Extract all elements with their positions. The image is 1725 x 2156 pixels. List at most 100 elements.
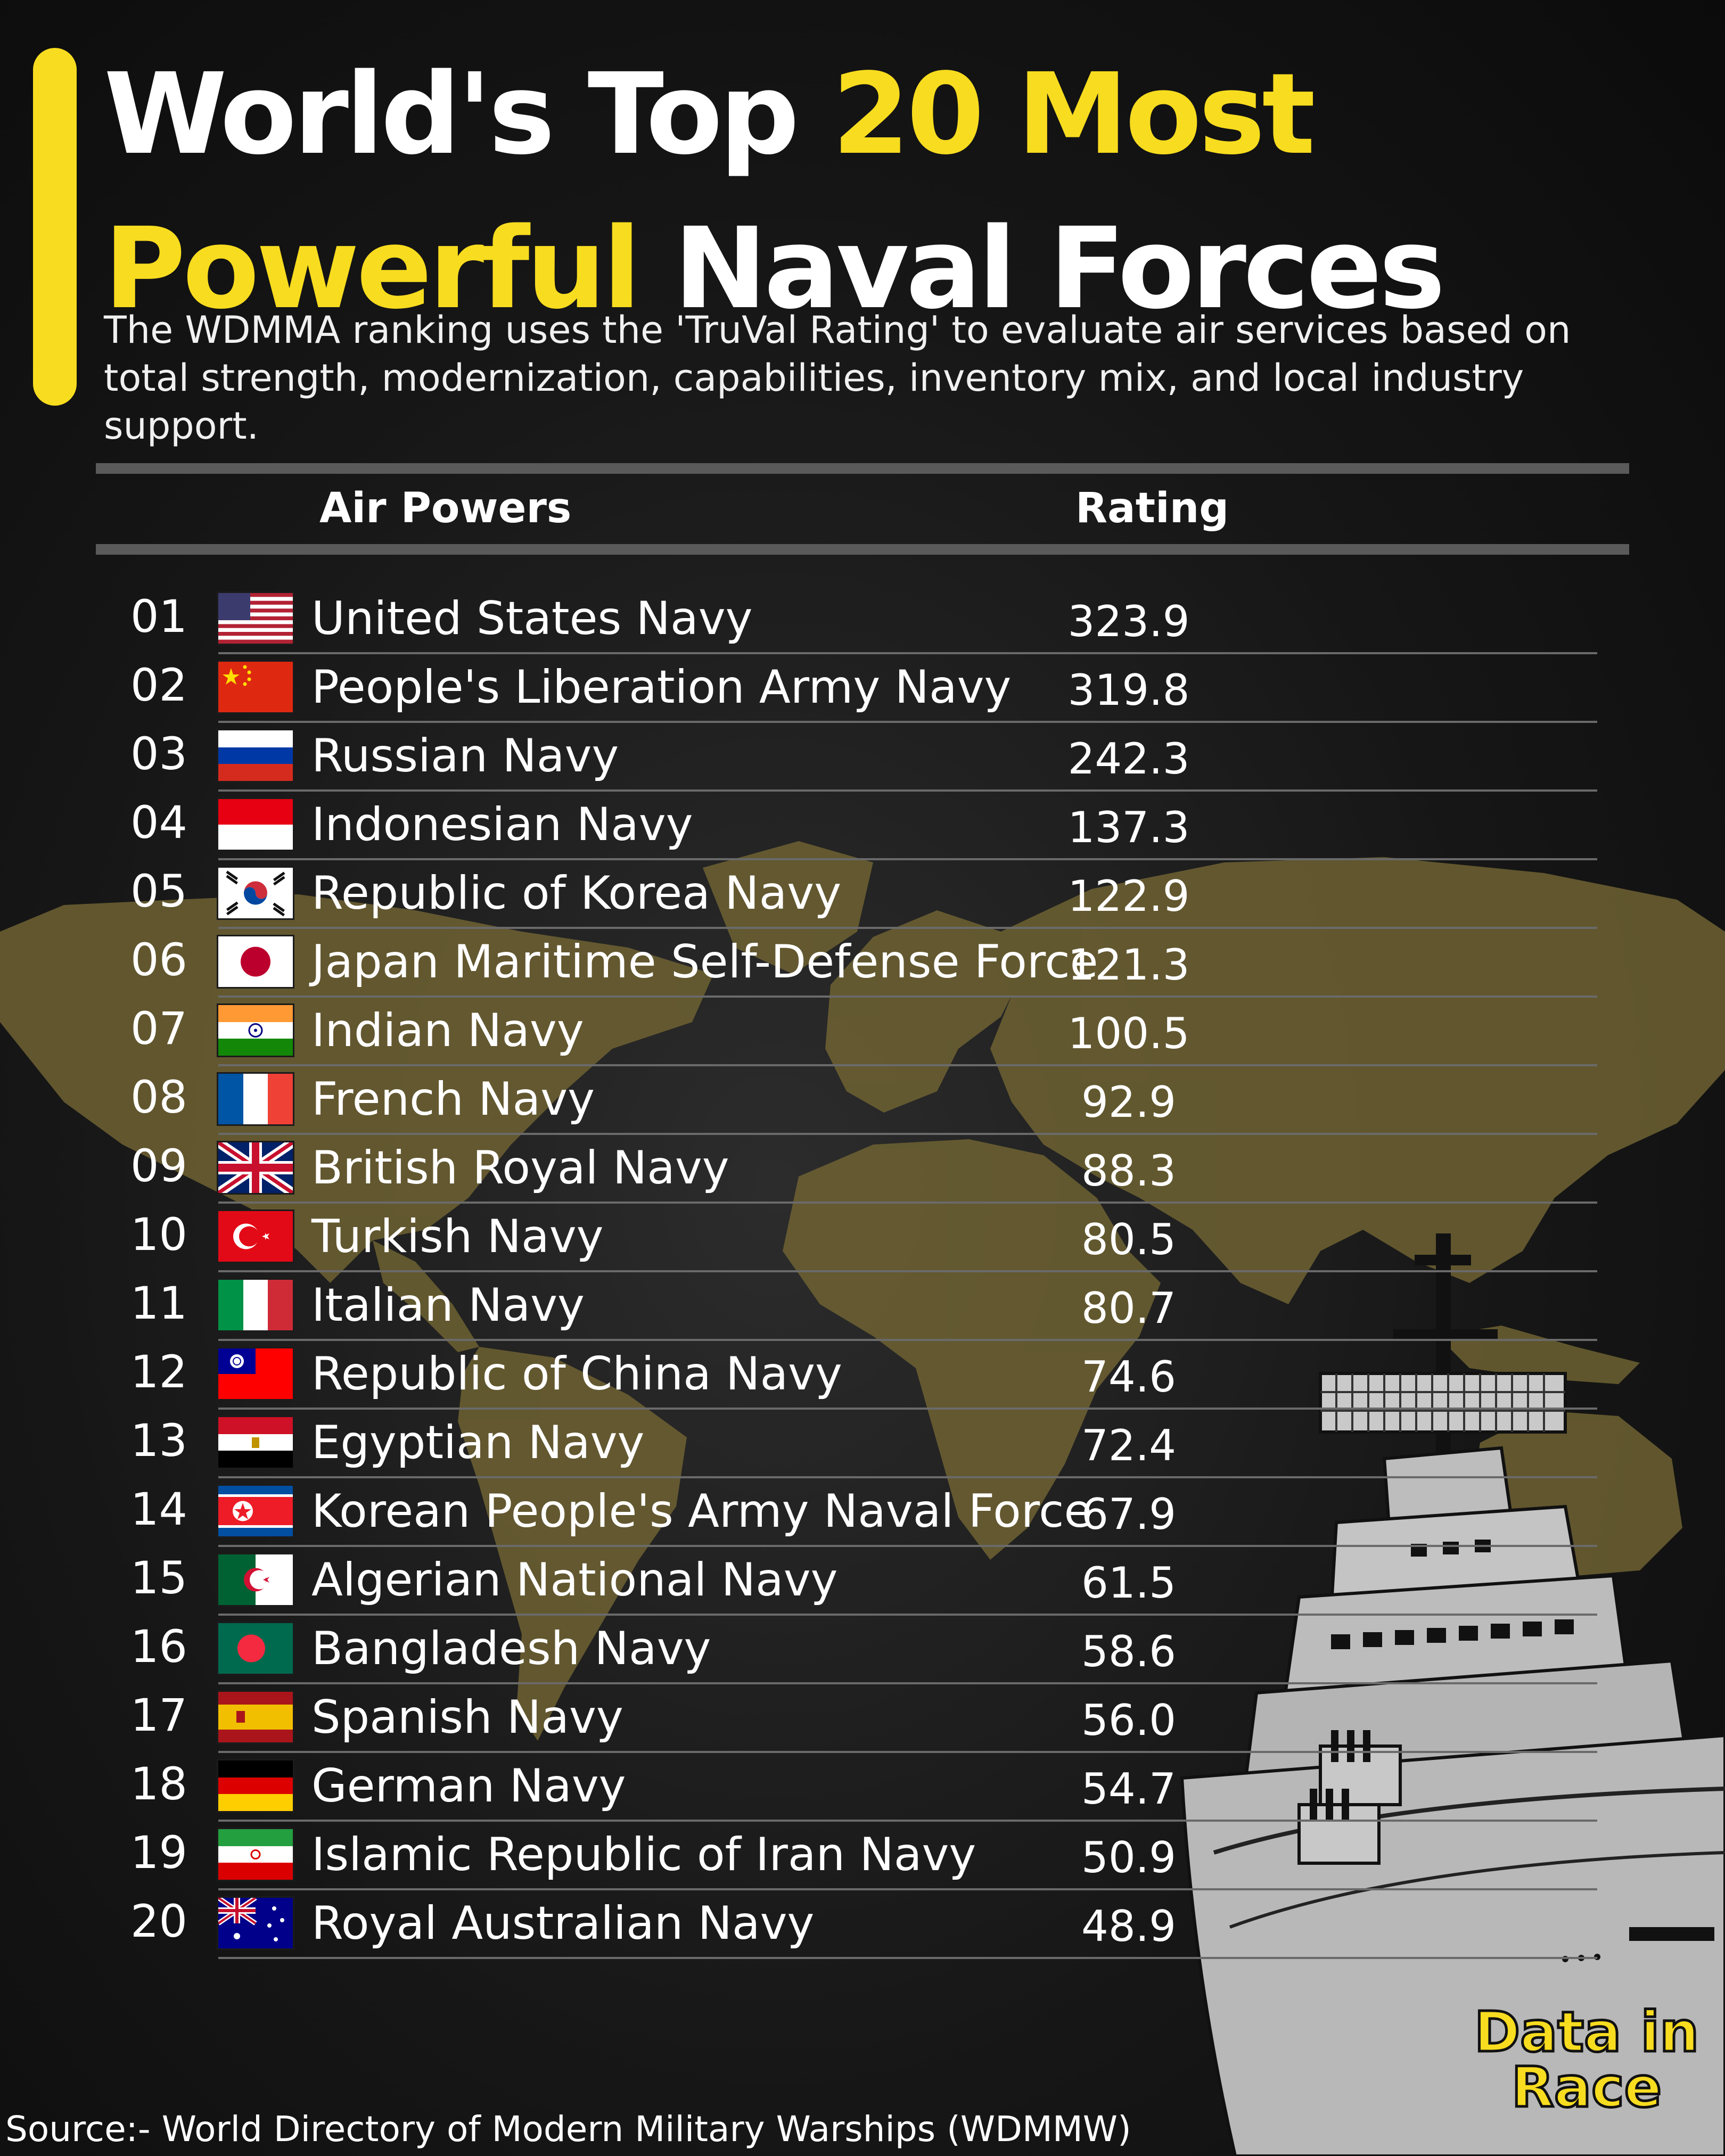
row-divider — [218, 1133, 1597, 1135]
navy-name: United States Navy — [311, 592, 753, 645]
table-row: 17 Spanish Navy 56.0 — [0, 1684, 1725, 1753]
navy-name: German Navy — [311, 1759, 626, 1813]
rating-value: 74.6 — [1081, 1352, 1177, 1402]
rating-value: 137.3 — [1067, 803, 1190, 852]
navy-name: British Royal Navy — [311, 1141, 729, 1195]
table-row: 02 People's Liberation Army Navy 319.8 — [0, 654, 1725, 723]
row-divider — [218, 1270, 1597, 1272]
rating-value: 80.7 — [1081, 1283, 1177, 1333]
navy-name: Russian Navy — [311, 729, 619, 783]
table-row: 10 Turkish Navy 80.5 — [0, 1204, 1725, 1272]
table-row: 08 French Navy 92.9 — [0, 1066, 1725, 1135]
navy-name: Islamic Republic of Iran Navy — [311, 1828, 976, 1881]
rating-value: 92.9 — [1081, 1077, 1177, 1127]
table-row: 13 Egyptian Navy 72.4 — [0, 1410, 1725, 1478]
table-row: 11 Italian Navy 80.7 — [0, 1272, 1725, 1341]
subtitle: The WDMMA ranking uses the 'TruVal Ratin… — [104, 308, 1571, 448]
table-row: 01 United States Navy 323.9 — [0, 586, 1725, 654]
column-header-name: Air Powers — [319, 484, 572, 532]
russia-flag-icon — [218, 730, 293, 781]
navy-name: Indonesian Navy — [311, 798, 693, 851]
rating-value: 80.5 — [1081, 1215, 1177, 1264]
us-flag-icon — [218, 593, 293, 644]
south-korea-flag-icon — [218, 868, 293, 918]
rating-value: 61.5 — [1081, 1558, 1177, 1608]
navy-name: Egyptian Navy — [311, 1416, 645, 1469]
table-row: 12 Republic of China Navy 74.6 — [0, 1341, 1725, 1410]
navy-name: Turkish Navy — [311, 1210, 604, 1263]
title-part-2: 20 Most — [832, 49, 1316, 179]
navy-name: Bangladesh Navy — [311, 1622, 711, 1675]
china-flag-icon — [218, 662, 293, 712]
rank-number: 18 — [130, 1758, 187, 1810]
iran-flag-icon — [218, 1829, 293, 1880]
row-divider — [218, 1820, 1597, 1822]
navy-name: French Navy — [311, 1073, 595, 1126]
rating-value: 121.3 — [1067, 940, 1190, 990]
rating-value: 323.9 — [1067, 597, 1190, 646]
row-divider — [218, 1545, 1597, 1547]
rating-value: 54.7 — [1081, 1764, 1177, 1814]
table-row: 18 German Navy 54.7 — [0, 1753, 1725, 1822]
table-row: 15 Algerian National Navy 61.5 — [0, 1547, 1725, 1616]
turkey-flag-icon — [218, 1211, 293, 1262]
rating-value: 319.8 — [1067, 665, 1190, 715]
row-divider — [218, 1614, 1597, 1616]
data-in-race-logo: Data in Race — [1472, 2003, 1701, 2120]
navy-name: Republic of Korea Navy — [311, 867, 842, 920]
rank-number: 06 — [130, 934, 187, 986]
navy-name: Korean People's Army Naval Force — [311, 1485, 1092, 1538]
rating-value: 122.9 — [1067, 871, 1190, 921]
table-row: 03 Russian Navy 242.3 — [0, 723, 1725, 792]
row-divider — [218, 927, 1597, 929]
table-row: 06 Japan Maritime Self-Defense Force 121… — [0, 929, 1725, 998]
row-divider — [218, 1682, 1597, 1684]
navy-name: Republic of China Navy — [311, 1347, 842, 1401]
australia-flag-icon — [218, 1898, 293, 1948]
table-row: 05 Republic of Korea Navy 122.9 — [0, 860, 1725, 929]
egypt-flag-icon — [218, 1417, 293, 1468]
navy-name: Italian Navy — [311, 1279, 585, 1332]
table-header-bottom-rule — [96, 544, 1629, 555]
navy-name: People's Liberation Army Navy — [311, 661, 1012, 714]
india-flag-icon — [218, 1005, 293, 1056]
source-footnote: Source:- World Directory of Modern Milit… — [5, 2109, 1131, 2150]
rank-number: 03 — [130, 728, 187, 780]
rank-number: 14 — [130, 1483, 187, 1535]
taiwan-flag-icon — [218, 1348, 293, 1399]
row-divider — [218, 1408, 1597, 1410]
table-row: 07 Indian Navy 100.5 — [0, 998, 1725, 1066]
row-divider — [218, 1064, 1597, 1066]
rating-value: 50.9 — [1081, 1833, 1177, 1882]
title-part-3: Powerful — [104, 203, 641, 334]
table-header-top-rule — [96, 463, 1629, 474]
rating-value: 48.9 — [1081, 1902, 1177, 1951]
rank-number: 20 — [130, 1895, 187, 1947]
logo-line-2: Race — [1510, 2055, 1663, 2120]
navy-name: Royal Australian Navy — [311, 1897, 815, 1950]
rank-number: 12 — [130, 1346, 187, 1398]
france-flag-icon — [218, 1074, 293, 1124]
rank-number: 04 — [130, 796, 187, 849]
japan-flag-icon — [218, 936, 293, 987]
table-row: 19 Islamic Republic of Iran Navy 50.9 — [0, 1822, 1725, 1890]
column-header-rating: Rating — [1075, 484, 1229, 532]
germany-flag-icon — [218, 1760, 293, 1811]
indonesia-flag-icon — [218, 799, 293, 850]
rank-number: 07 — [130, 1002, 187, 1055]
table-row: 04 Indonesian Navy 137.3 — [0, 792, 1725, 860]
table-row: 09 British Royal Navy 88.3 — [0, 1135, 1725, 1204]
spain-flag-icon — [218, 1692, 293, 1742]
navy-name: Algerian National Navy — [311, 1553, 838, 1607]
row-divider — [218, 995, 1597, 998]
rating-value: 72.4 — [1081, 1421, 1177, 1470]
warship-illustration — [1180, 1233, 1725, 2156]
row-divider — [218, 1957, 1597, 1959]
table-row: 20 Royal Australian Navy 48.9 — [0, 1890, 1725, 1959]
rating-value: 67.9 — [1081, 1490, 1177, 1539]
table-row: 16 Bangladesh Navy 58.6 — [0, 1616, 1725, 1684]
rating-value: 56.0 — [1081, 1696, 1177, 1745]
navy-name: Spanish Navy — [311, 1691, 623, 1744]
rating-value: 242.3 — [1067, 734, 1190, 784]
navy-name: Indian Navy — [311, 1004, 584, 1057]
